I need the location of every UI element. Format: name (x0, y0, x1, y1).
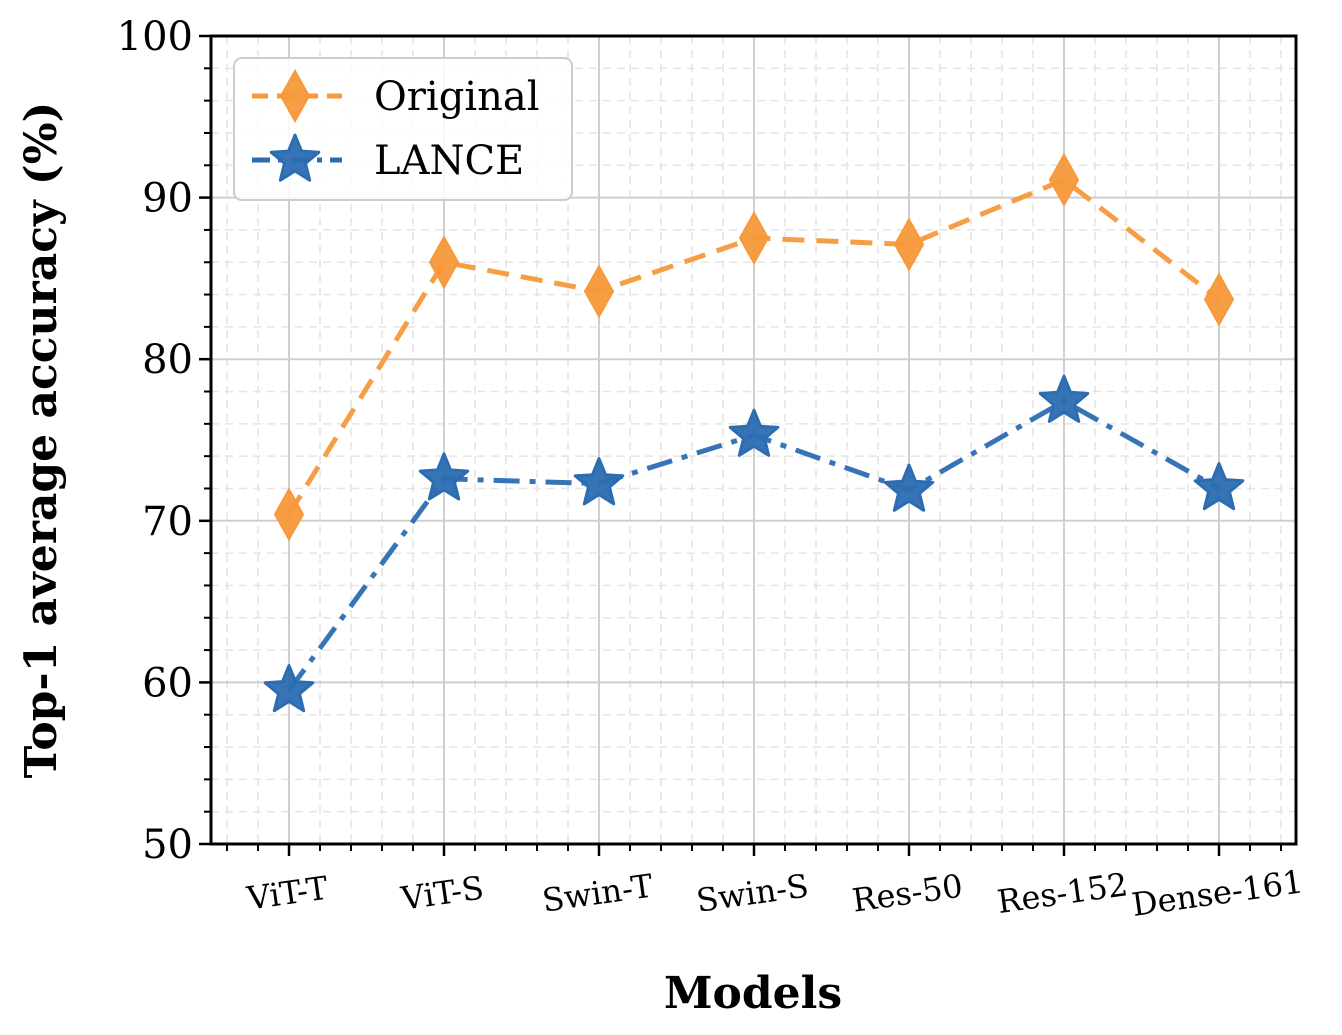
data-point-original (428, 235, 460, 290)
x-tick-label: Dense-161 (1129, 862, 1305, 924)
x-axis-title: Models (664, 968, 842, 1019)
legend-marker-original (279, 68, 311, 124)
y-tick-label: 100 (117, 14, 193, 60)
minor-grid (211, 36, 1296, 844)
data-point-original (1048, 152, 1080, 207)
data-point-lance (1193, 462, 1245, 511)
legend-label-lance: LANCE (374, 138, 524, 184)
x-tick-label: ViT-T (244, 869, 331, 918)
x-tick-label: Swin-S (694, 866, 811, 919)
data-point-lance (263, 664, 315, 713)
ticks-layer (199, 34, 1282, 856)
x-tick-label: Swin-T (540, 866, 656, 919)
data-point-lance (883, 463, 935, 512)
x-tick-label: ViT-S (398, 869, 486, 918)
legend-marker-lance (269, 133, 321, 182)
data-point-original (893, 217, 925, 272)
legend: Original LANCE (233, 57, 573, 201)
y-tick-label: 50 (142, 822, 193, 868)
data-point-original (273, 487, 305, 542)
y-tick-label: 80 (142, 337, 193, 383)
data-point-lance (573, 457, 625, 506)
x-tick-label: Res-50 (850, 867, 965, 920)
data-point-lance (418, 452, 470, 501)
legend-box (233, 57, 573, 201)
y-tick-label: 60 (142, 660, 193, 706)
data-point-lance (728, 408, 780, 457)
data-point-original (583, 264, 615, 319)
data-point-original (738, 210, 770, 266)
x-tick-label: Res-152 (995, 865, 1130, 921)
legend-label-original: Original (374, 74, 540, 120)
data-point-lance (1038, 374, 1090, 423)
y-tick-label: 90 (142, 176, 193, 222)
y-tick-label: 70 (142, 499, 193, 545)
data-point-original (1203, 272, 1235, 327)
series-layer (263, 152, 1245, 713)
y-axis-title: Top-1 average accuracy (%) (16, 102, 67, 779)
